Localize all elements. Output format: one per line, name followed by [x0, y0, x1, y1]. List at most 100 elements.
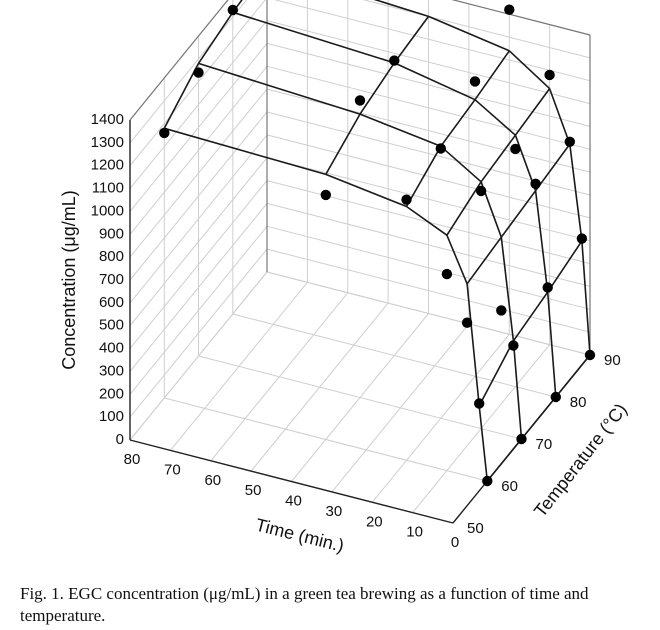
x-tick-label: 60 [204, 472, 221, 489]
y-tick-label: 50 [467, 520, 484, 537]
chart-grid [129, 0, 591, 524]
x-tick-label: 50 [245, 482, 262, 499]
data-point [461, 317, 473, 328]
data-point [504, 4, 515, 15]
data-point [542, 282, 553, 293]
side-wall-gridline [266, 42, 591, 127]
data-point [496, 305, 507, 316]
surface-line-time [359, 62, 395, 115]
z-tick-label: 200 [99, 385, 124, 402]
x-tick-label: 70 [164, 461, 181, 478]
surface-line-time [547, 240, 583, 293]
x-tick-label: 40 [285, 492, 302, 509]
surface-line-time [232, 0, 243, 13]
data-points [159, 4, 596, 487]
data-point [354, 95, 366, 106]
figure-caption: Fig. 1. EGC concentration (μg/mL) in a g… [20, 584, 589, 625]
z-tick-label: 1300 [91, 134, 124, 151]
side-wall-gridline [266, 88, 591, 173]
z-tick-label: 400 [99, 340, 124, 357]
data-point [564, 136, 575, 147]
data-point [544, 69, 555, 81]
y-tick-label: 80 [570, 394, 587, 411]
back-wall-gridline [129, 203, 268, 372]
data-point [469, 76, 481, 87]
surface-line-temp [198, 62, 361, 115]
back-wall-gridline [129, 65, 268, 235]
z-tick-label: 600 [99, 294, 124, 311]
z-tick-label: 1200 [91, 157, 124, 174]
data-point [584, 349, 596, 361]
surface-line-time [393, 15, 430, 64]
data-point [508, 340, 519, 351]
surface-line-temp [440, 145, 482, 183]
y-tick-label: 70 [536, 436, 553, 453]
back-wall-gridline [129, 0, 266, 167]
floor-gridline [266, 271, 591, 356]
side-wall-gridline [266, 157, 591, 242]
data-point [550, 391, 561, 403]
z-tick-label: 300 [99, 362, 124, 379]
surface-line-temp [500, 237, 515, 341]
surface-line-time [512, 291, 549, 342]
side-wall-gridline [266, 65, 591, 150]
back-wall-gridline [129, 0, 248, 144]
floor-gridline [198, 355, 522, 440]
surface-line-time [440, 99, 476, 147]
back-wall-gridline [129, 180, 268, 349]
x-tick-label: 20 [366, 513, 383, 530]
z-tick-label: 1000 [91, 202, 124, 219]
surface-line-time [163, 63, 200, 129]
back-wall-gridline [129, 20, 268, 189]
z-axis-title: Concentration (μg/mL) [59, 190, 79, 369]
z-tick-label: 100 [99, 408, 124, 425]
surface-line-temp [466, 283, 480, 406]
floor-gridline [232, 313, 556, 398]
z-tick-label: 1400 [91, 111, 124, 128]
surface-line-temp [428, 15, 510, 52]
surface-line-time [405, 145, 442, 207]
surface-line-temp [546, 292, 557, 398]
surface-line-time [520, 396, 557, 440]
frame-edge [129, 0, 229, 121]
z-tick-label: 500 [99, 317, 124, 334]
x-tick-label: 30 [326, 503, 343, 520]
surface-line-time [555, 354, 591, 398]
surface-mesh [163, 0, 591, 482]
z-tick-label: 900 [99, 225, 124, 242]
surface-line-temp [164, 127, 327, 176]
back-wall-gridline [129, 134, 268, 304]
y-axis-title: Temperature (°C) [530, 400, 631, 521]
surface-line-time [446, 181, 482, 236]
chart-area: 0 100 200 300 400 500 600 700 800 900 1000 1100 1200… [59, 0, 631, 556]
data-point [389, 55, 400, 66]
back-wall-gridline [129, 248, 268, 418]
surface-line-time [478, 340, 515, 407]
surface-line-temp [393, 62, 476, 101]
data-point [482, 475, 493, 487]
data-point [441, 268, 453, 280]
surface-line-time [514, 88, 551, 136]
surface-line-time [474, 50, 510, 101]
surface-line-temp [508, 50, 551, 90]
surface-line-temp [325, 173, 407, 208]
data-point [193, 67, 204, 78]
surface-line-time [486, 438, 523, 482]
side-wall-gridline [266, 248, 591, 333]
surface-line-temp [569, 144, 583, 241]
data-point [227, 4, 238, 16]
y-tick-label: 90 [604, 352, 621, 369]
surface-line-temp [478, 405, 489, 482]
data-point [475, 185, 487, 197]
back-wall-gridline [129, 88, 268, 258]
data-point [510, 143, 521, 155]
surface-line-time [325, 113, 361, 175]
back-wall-gridline [129, 157, 268, 327]
data-point [576, 233, 588, 244]
egc-3d-surface-chart: 0100200300400500600700800900100011001200… [59, 0, 631, 556]
data-point [320, 189, 331, 201]
x-axis-line [129, 439, 454, 524]
surface-line-time [466, 236, 502, 285]
surface-line-temp [548, 88, 571, 145]
surface-line-temp [232, 11, 395, 64]
